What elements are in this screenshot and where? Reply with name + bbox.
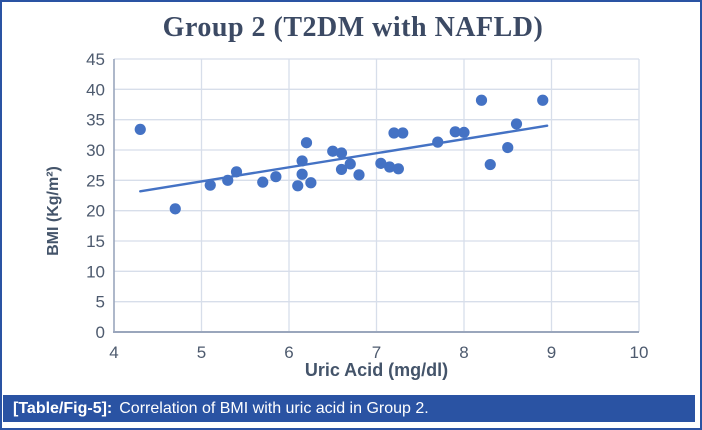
scatter-point xyxy=(327,145,339,157)
scatter-point xyxy=(204,179,216,191)
figure-caption-text: Correlation of BMI with uric acid in Gro… xyxy=(119,399,429,417)
scatter-point xyxy=(397,127,409,139)
y-tick-label: 15 xyxy=(86,232,105,251)
scatter-point xyxy=(335,163,348,176)
scatter-point xyxy=(384,161,396,173)
scatter-point xyxy=(230,166,243,178)
y-tick-label: 45 xyxy=(86,50,105,69)
y-tick-label: 10 xyxy=(86,262,105,281)
scatter-point xyxy=(344,158,356,170)
scatter-point xyxy=(296,155,308,167)
x-tick-label: 4 xyxy=(109,343,118,362)
x-axis-title: Uric Acid (mg/dl) xyxy=(304,360,449,380)
x-tick-label: 6 xyxy=(284,343,293,362)
scatter-point xyxy=(375,157,387,169)
figure-caption-label: [Table/Fig-5]: xyxy=(13,399,113,417)
scatter-point xyxy=(502,141,514,154)
y-axis-title: BMI (Kg/m²) xyxy=(45,166,62,256)
scatter-point xyxy=(292,180,304,192)
scatter-point xyxy=(432,136,444,148)
scatter-point xyxy=(270,171,282,183)
scatter-point xyxy=(388,127,400,139)
y-tick-label: 5 xyxy=(96,293,105,312)
chart-title: Group 2 (T2DM with NAFLD) xyxy=(162,12,544,43)
x-tick-label: 5 xyxy=(197,343,206,362)
x-tick-label: 7 xyxy=(372,343,381,362)
scatter-point xyxy=(392,163,404,175)
scatter-point xyxy=(305,177,317,189)
scatter-point xyxy=(300,137,313,149)
scatter-point xyxy=(296,168,308,180)
y-tick-label: 35 xyxy=(86,111,105,130)
scatter-point xyxy=(484,158,496,171)
y-tick-label: 25 xyxy=(86,171,105,190)
scatter-point xyxy=(222,174,234,186)
scatter-point xyxy=(134,123,146,135)
scatter-point xyxy=(510,118,523,130)
scatter-point xyxy=(169,203,181,215)
scatter-point xyxy=(335,147,348,159)
figure-caption-bar: [Table/Fig-5]: Correlation of BMI with u… xyxy=(3,395,695,422)
scatter-point xyxy=(449,126,461,138)
y-tick-label: 30 xyxy=(86,141,105,160)
y-tick-label: 40 xyxy=(86,80,105,99)
x-tick-label: 8 xyxy=(459,343,468,362)
scatter-point xyxy=(353,169,365,181)
scatter-point xyxy=(458,126,470,139)
y-tick-label: 0 xyxy=(96,323,105,342)
scatter-point xyxy=(537,94,549,106)
scatter-point xyxy=(257,176,269,188)
y-tick-label: 20 xyxy=(86,202,105,221)
x-tick-label: 9 xyxy=(547,343,556,362)
x-tick-label: 10 xyxy=(630,343,649,362)
scatter-point xyxy=(475,94,488,106)
